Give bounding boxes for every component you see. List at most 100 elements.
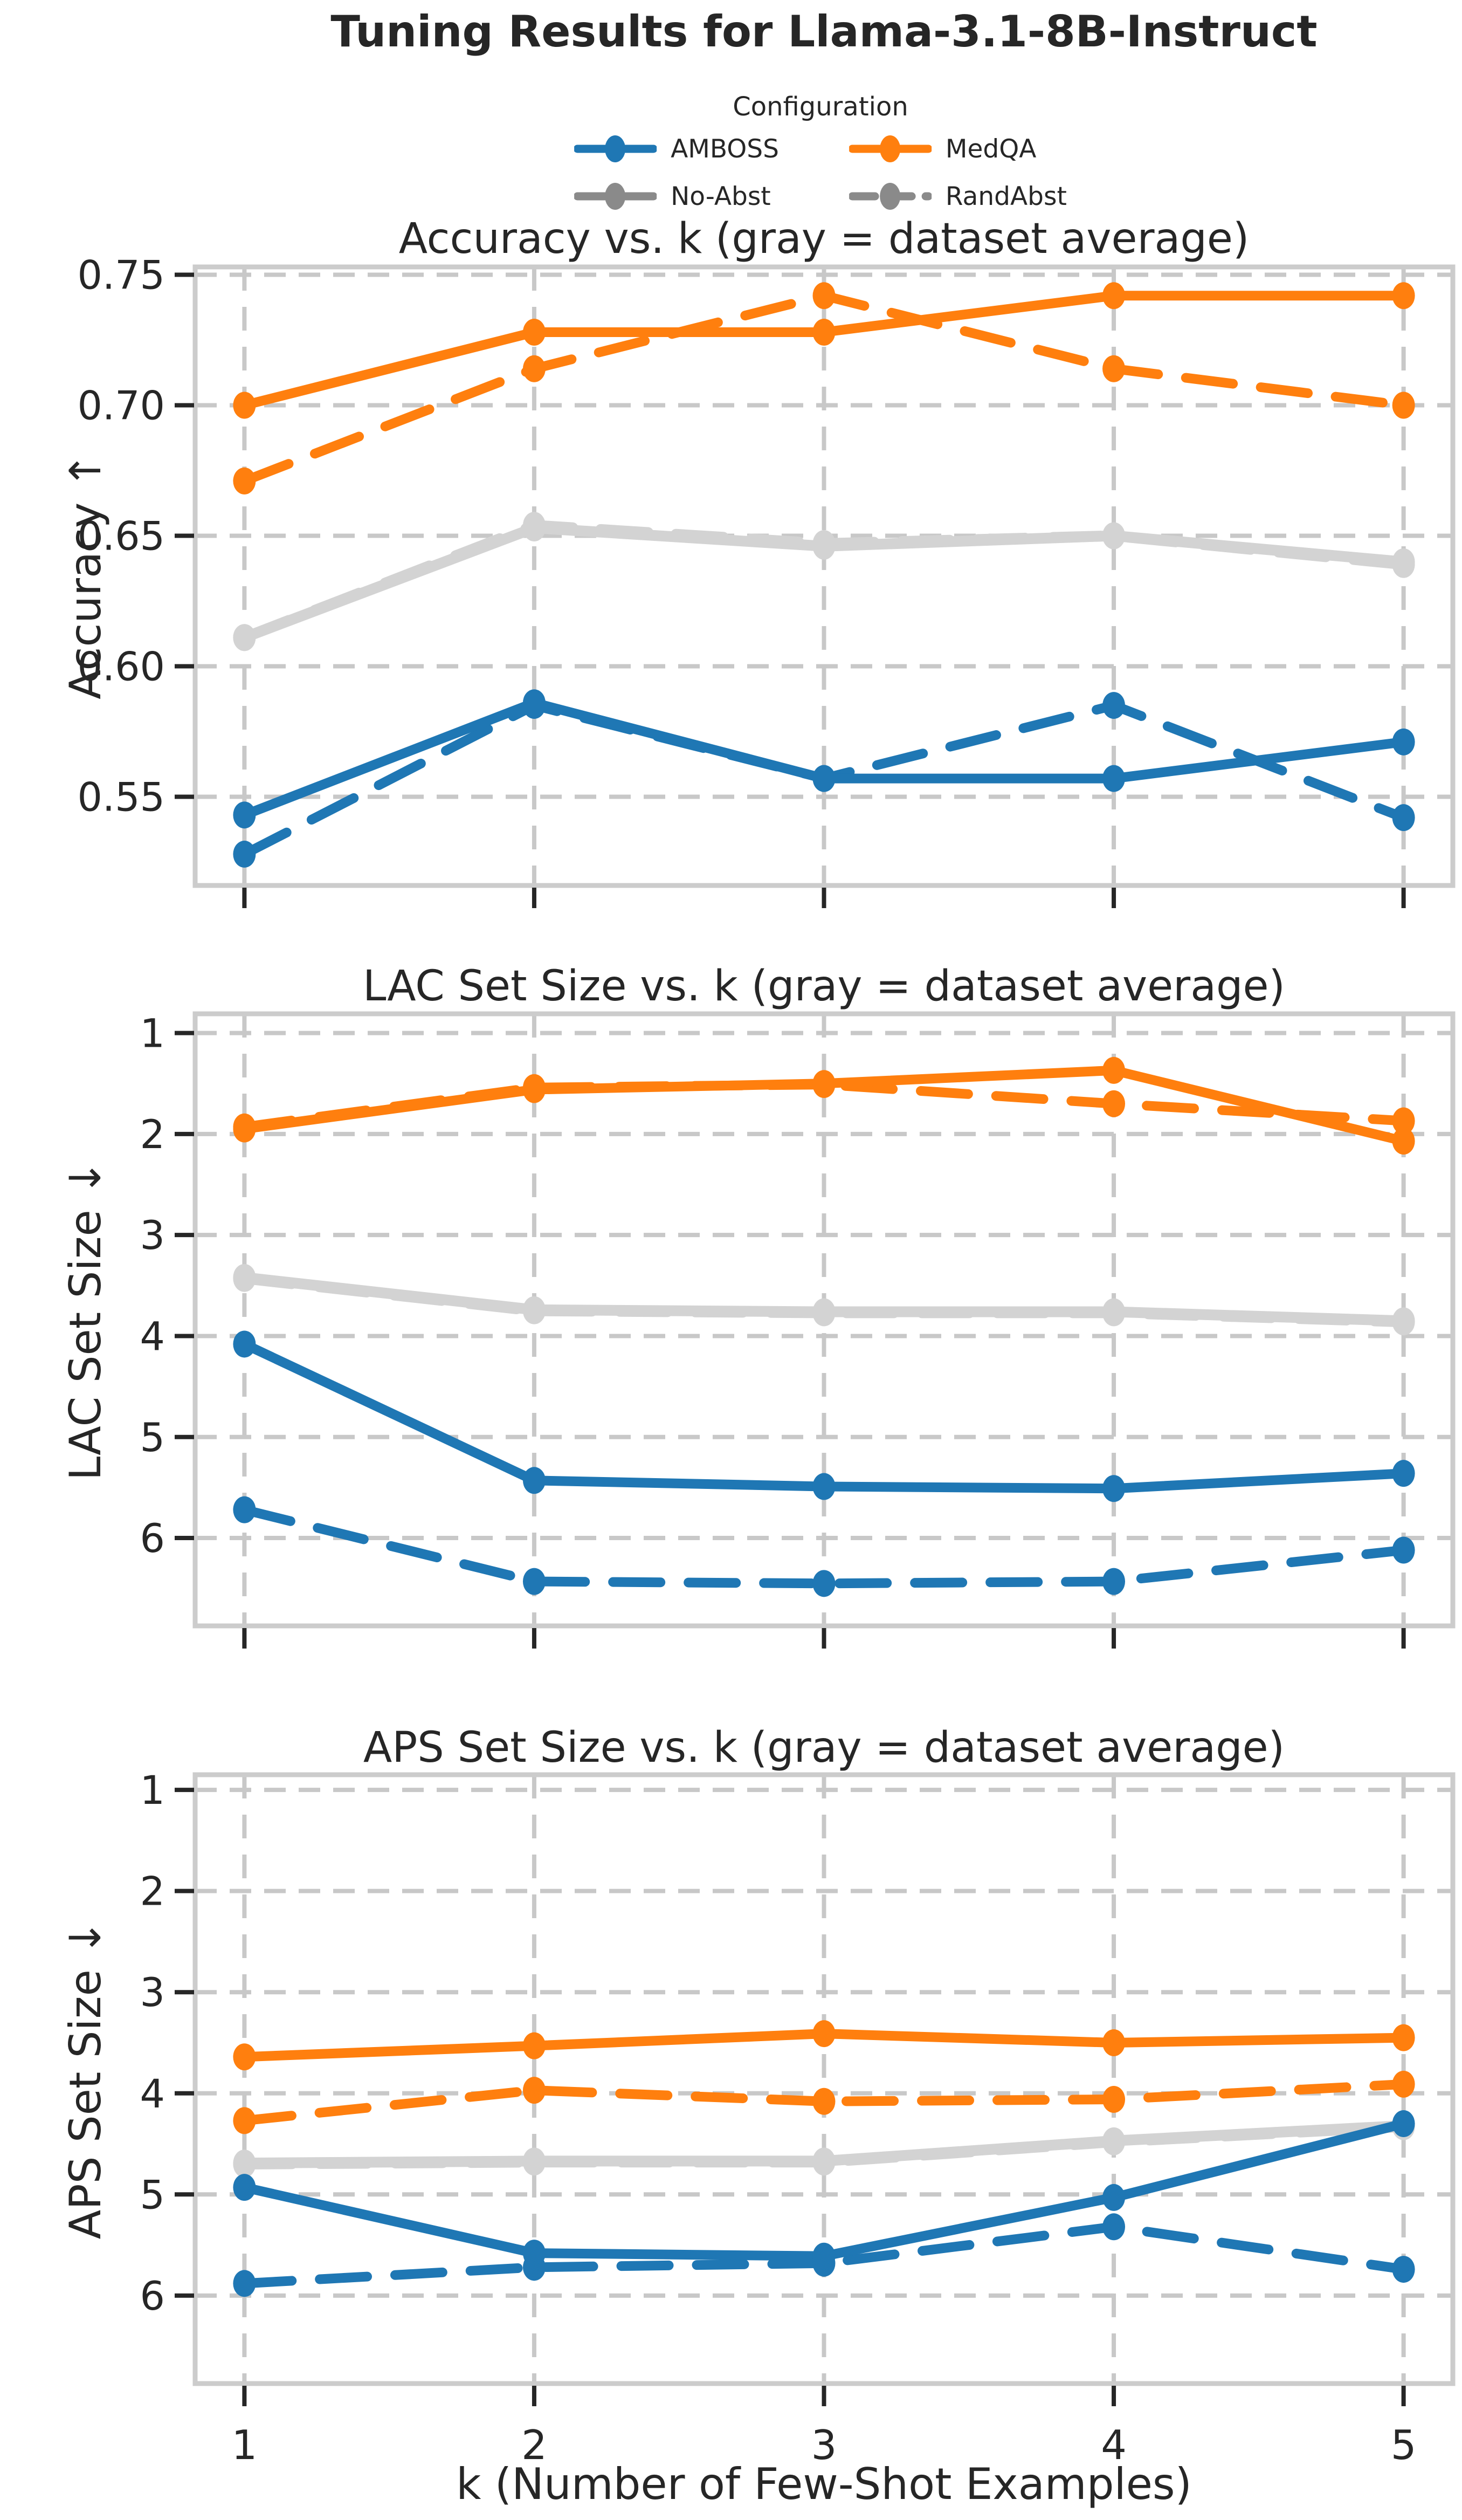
legend-entry-no-abst: No-Abst [574, 179, 779, 214]
y-tick-label: 6 [140, 2274, 165, 2319]
legend-entry-randabst: RandAbst [849, 179, 1067, 214]
y-tick-label: 3 [140, 1213, 165, 1259]
series-line [239, 2079, 1409, 2126]
legend-label-randabst: RandAbst [945, 181, 1067, 211]
data-point-marker [1102, 692, 1126, 719]
data-point-marker [1102, 2029, 1126, 2056]
series-markers [233, 282, 1415, 419]
data-point-marker [522, 2147, 546, 2175]
chart-title-lac-set-size: LAC Set Size vs. k (gray = dataset avera… [363, 962, 1285, 1011]
legend-label-no-abst: No-Abst [671, 181, 771, 211]
data-point-marker [1392, 282, 1415, 310]
y-tick-label: 0.55 [77, 774, 165, 820]
chart-2: 1 2 3 4 5 6 1 2 3 4 5 [140, 1768, 1456, 2469]
series-markers [233, 1056, 1415, 1155]
data-point-marker [522, 2077, 546, 2104]
y-tick-label: 0.65 [77, 513, 165, 559]
y-tick-label: 2 [140, 1112, 165, 1158]
axes-spines [192, 1011, 1456, 1629]
data-point-marker [522, 355, 546, 382]
chart-title-accuracy: Accuracy vs. k (gray = dataset average) [398, 215, 1250, 263]
data-point-marker [522, 318, 546, 346]
legend-label-amboss: AMBOSS [671, 134, 779, 164]
data-point-marker [812, 2020, 836, 2048]
data-point-marker [1392, 1107, 1415, 1135]
y-tick-label: 0.70 [77, 383, 165, 429]
data-point-marker [1392, 1460, 1415, 1487]
y-tick-label: 2 [140, 1869, 165, 1915]
data-point-marker [233, 467, 256, 495]
figure-title: Tuning Results for Llama-3.1-8B-Instruct [330, 6, 1318, 57]
data-point-marker [233, 1115, 256, 1143]
series-line [239, 1505, 1409, 1589]
series-markers [233, 514, 1415, 651]
data-point-marker [1102, 1056, 1126, 1084]
y-tick-label: 4 [140, 2071, 165, 2117]
data-point-marker [522, 689, 546, 717]
line-marker-swatch-amboss-icon [574, 135, 657, 162]
data-point-marker [1102, 1090, 1126, 1117]
line-marker-swatch-randabst-icon [849, 183, 932, 210]
data-point-marker [1102, 2127, 1126, 2154]
data-point-marker [522, 1296, 546, 1323]
data-point-marker [522, 1568, 546, 1595]
series-markers [233, 2110, 1415, 2270]
x-tick-label: 3 [811, 2421, 837, 2469]
y-tick-label: 6 [140, 1516, 165, 1562]
y-tick-label: 3 [140, 1970, 165, 2016]
series-markers [233, 2070, 1415, 2134]
data-point-marker [812, 282, 836, 310]
data-point-marker [233, 2043, 256, 2071]
legend-entry-amboss: AMBOSS [574, 132, 779, 166]
data-point-marker [1102, 355, 1126, 382]
x-tick-label: 5 [1391, 2421, 1417, 2469]
y-tick-label: 1 [140, 1768, 165, 1814]
data-point-marker [812, 1298, 836, 1326]
data-point-marker [1392, 2256, 1415, 2283]
data-point-marker [233, 801, 256, 829]
data-point-marker [233, 1330, 256, 1358]
data-point-marker [233, 1496, 256, 1523]
x-tick-label: 1 [232, 2421, 258, 2469]
data-point-marker [1392, 2024, 1415, 2051]
y-tick-label: 1 [140, 1011, 165, 1057]
y-tick-label: 0.75 [77, 253, 165, 299]
series-markers [233, 282, 1415, 495]
data-point-marker [1392, 2110, 1415, 2138]
data-point-marker [233, 840, 256, 868]
data-point-marker [1102, 522, 1126, 550]
legend-title: Configuration [733, 92, 908, 122]
data-point-marker [812, 2088, 836, 2115]
data-point-marker [233, 392, 256, 419]
data-point-marker [1392, 2070, 1415, 2098]
x-tick-label: 2 [521, 2421, 547, 2469]
legend-grid: AMBOSS MedQA No-Abst RandAbst [574, 132, 1067, 214]
series-markers [233, 689, 1415, 829]
data-point-marker [522, 2032, 546, 2059]
data-point-marker [1392, 804, 1415, 832]
data-point-marker [1102, 1568, 1126, 1595]
data-point-marker [812, 765, 836, 792]
series-markers [233, 1330, 1415, 1502]
data-point-marker [233, 624, 256, 651]
x-axis-label: k (Number of Few-Shot Examples) [456, 2459, 1192, 2509]
series-markers [233, 1264, 1415, 1335]
data-point-marker [1102, 2183, 1126, 2211]
data-point-marker [1102, 282, 1126, 310]
data-point-marker [812, 1070, 836, 1097]
data-point-marker [1392, 1536, 1415, 1564]
data-point-marker [522, 1467, 546, 1494]
data-point-marker [233, 2107, 256, 2134]
data-point-marker [812, 2147, 836, 2175]
data-point-marker [1102, 2086, 1126, 2113]
line-marker-swatch-no-abst-icon [574, 183, 657, 210]
series-markers [233, 2020, 1415, 2071]
data-point-marker [522, 2240, 546, 2267]
data-point-marker [233, 2150, 256, 2177]
chart-0: 0.55 0.60 0.65 0.70 0.75 [77, 253, 1456, 908]
data-point-marker [522, 1076, 546, 1103]
data-point-marker [1102, 1475, 1126, 1502]
legend: Configuration AMBOSS MedQA No-Abst RandA… [574, 92, 1067, 214]
y-tick-label: 5 [140, 2172, 165, 2218]
legend-entry-medqa: MedQA [849, 132, 1067, 166]
